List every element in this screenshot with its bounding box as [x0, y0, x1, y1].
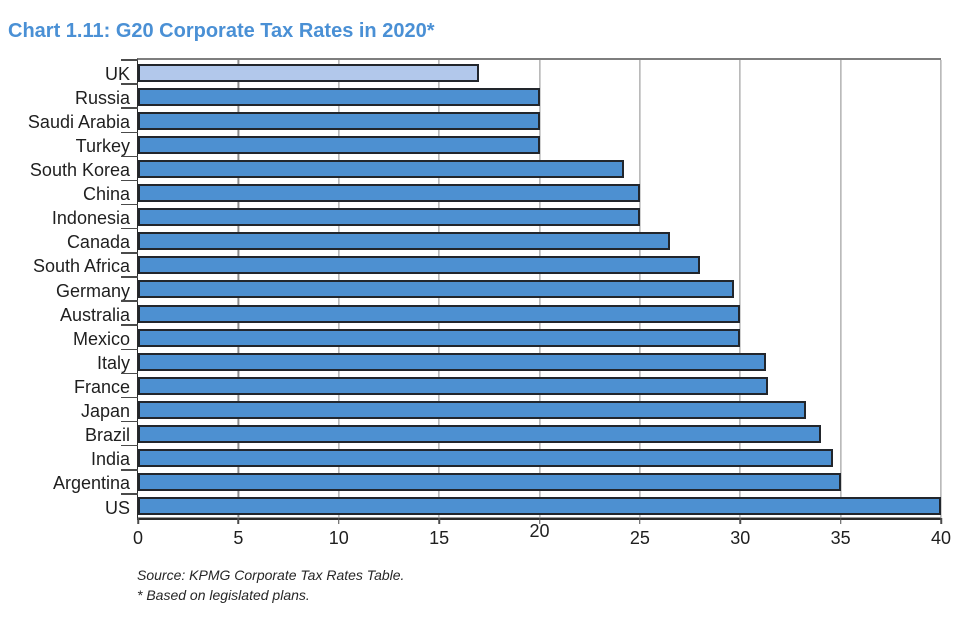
x-label-30: 30 — [730, 528, 751, 548]
bar-russia — [138, 87, 540, 106]
bar-us — [138, 497, 941, 516]
bar-italy — [138, 352, 767, 371]
x-label-15: 15 — [429, 528, 450, 548]
bar-brazil — [138, 425, 821, 444]
x-axis-tick-30 — [739, 518, 741, 524]
y-label-turkey: Turkey — [75, 135, 130, 156]
y-axis-tick-india — [121, 444, 138, 447]
x-axis-tick-15 — [438, 518, 440, 524]
x-label-10: 10 — [328, 528, 349, 548]
y-label-south-africa: South Africa — [32, 256, 130, 277]
y-label-argentina: Argentina — [52, 473, 130, 494]
y-axis-tick-japan — [121, 396, 138, 399]
y-axis-tick-canada — [121, 227, 138, 230]
bar-germany — [138, 280, 735, 299]
y-axis-tick-us — [121, 493, 138, 495]
bar-canada — [138, 232, 670, 251]
x-label-20: 20 — [529, 521, 550, 541]
bar-saudi-arabia — [138, 111, 540, 130]
bar-indonesia — [138, 208, 640, 227]
y-axis-tick-south-africa — [121, 252, 138, 254]
y-label-us: US — [104, 497, 130, 518]
y-label-australia: Australia — [59, 304, 130, 325]
y-label-france: France — [73, 376, 130, 397]
gridline-30 — [739, 60, 741, 518]
x-axis-tick-20 — [538, 518, 541, 524]
y-label-canada: Canada — [66, 232, 130, 253]
x-label-40: 40 — [930, 528, 952, 548]
bar-south-africa — [138, 256, 701, 275]
bar-japan — [138, 400, 807, 419]
chart-title: Chart 1.11: G20 Corporate Tax Rates in 2… — [8, 20, 435, 42]
y-label-brazil: Brazil — [84, 425, 130, 446]
gridline-35 — [840, 60, 842, 518]
x-axis-tick-25 — [639, 518, 641, 524]
y-axis-tick-australia — [121, 300, 138, 302]
x-axis-tick-40 — [940, 518, 942, 524]
y-axis-tick-south-korea — [121, 155, 138, 158]
bar-india — [138, 449, 833, 468]
y-label-china: China — [82, 184, 130, 205]
x-axis-tick-10 — [338, 518, 340, 524]
bar-argentina — [138, 473, 841, 492]
plot-area: UK Russia Saudi Arabia Turkey South Korea Chi… — [28, 58, 951, 548]
legislated-plans-note: * Based on legislated plans. — [137, 587, 310, 603]
y-label-germany: Germany — [55, 280, 130, 301]
y-label-italy: Italy — [96, 352, 130, 373]
y-axis-tick-turkey — [121, 131, 138, 134]
y-label-india: India — [90, 449, 130, 470]
bar-mexico — [138, 328, 741, 347]
y-label-uk: UK — [104, 63, 130, 84]
y-label-russia: Russia — [74, 87, 130, 108]
y-axis-tick-china — [121, 179, 138, 182]
y-axis-tick-italy — [121, 348, 138, 350]
bar-china — [138, 184, 640, 203]
y-axis-tick-france — [121, 372, 138, 375]
y-axis-tick-argentina — [121, 469, 138, 471]
bar-turkey — [138, 135, 540, 154]
y-label-indonesia: Indonesia — [51, 208, 130, 229]
y-axis-tick-russia — [121, 83, 138, 85]
y-axis-tick-saudi-arabia — [121, 107, 138, 109]
y-label-japan: Japan — [80, 401, 130, 422]
footnotes: Source: KPMG Corporate Tax Rates Table. … — [137, 565, 404, 605]
y-axis-tick-mexico — [121, 324, 138, 326]
y-label-mexico: Mexico — [72, 328, 130, 349]
y-label-south-korea: South Korea — [29, 160, 130, 181]
y-axis-tick-indonesia — [121, 203, 138, 206]
x-axis-tick-35 — [839, 518, 842, 524]
bar-australia — [138, 304, 741, 323]
x-label-25: 25 — [629, 528, 650, 548]
bar-france — [138, 376, 769, 395]
y-label-saudi-arabia: Saudi Arabia — [27, 111, 130, 132]
x-label-5: 5 — [233, 528, 244, 548]
y-axis-tick-uk — [121, 59, 138, 61]
y-axis-tick-brazil — [121, 420, 138, 423]
x-axis-tick-0 — [137, 518, 139, 524]
bar-uk — [138, 63, 480, 82]
x-axis-tick-5 — [237, 518, 240, 524]
bar-south-korea — [138, 159, 624, 178]
x-label-0: 0 — [132, 528, 144, 548]
gridline-40 — [940, 60, 942, 518]
source-note: Source: KPMG Corporate Tax Rates Table. — [137, 567, 405, 583]
y-axis-tick-germany — [121, 276, 138, 278]
x-label-35: 35 — [830, 528, 851, 548]
